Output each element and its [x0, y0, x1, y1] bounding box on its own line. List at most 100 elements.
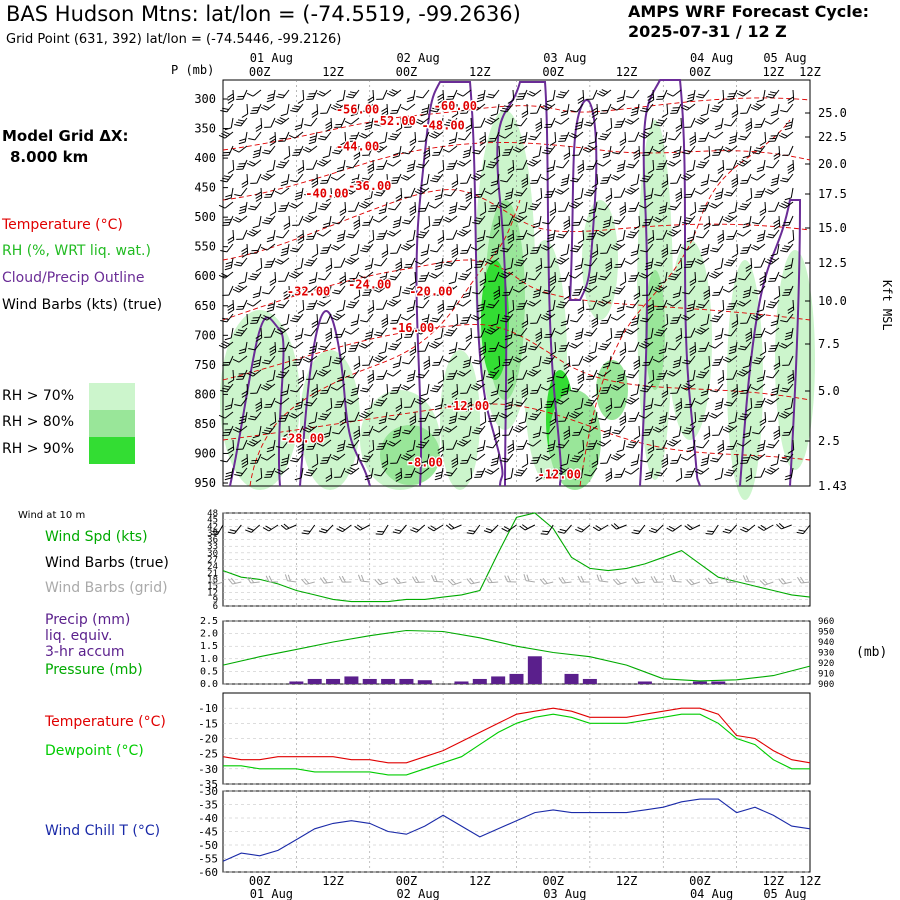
wind-barb-508 — [472, 145, 486, 155]
pressure-tick-label: 400 — [194, 151, 216, 165]
wind-barb-667 — [549, 411, 557, 426]
wind-barb-1135 — [787, 299, 795, 314]
wind-barb-565 — [507, 159, 515, 174]
wind-barb-4 — [222, 145, 234, 156]
wind-barb-710 — [577, 229, 585, 244]
wind-barb-286 — [360, 173, 374, 183]
wind-barb-217 — [320, 383, 332, 394]
wind-barb-895 — [654, 467, 668, 477]
wind-barb-431 — [430, 243, 444, 253]
wind-barb-31 — [238, 131, 248, 145]
wind-barb-657 — [549, 271, 557, 286]
wind-barb-472 — [442, 425, 458, 433]
forecast-cycle-value: 2025-07-31 / 12 Z — [628, 22, 787, 41]
wind-barb-1031 — [728, 411, 738, 425]
wind-barb-46 — [238, 341, 248, 355]
wind-barb-642 — [530, 453, 542, 464]
wind-barb-955 — [698, 131, 710, 142]
wind-barb-145 — [297, 159, 305, 174]
wind-barb-1055 — [742, 355, 752, 369]
wind-barb-1064 — [756, 89, 766, 103]
wind-barb-626 — [526, 229, 542, 237]
wind-barb-242 — [339, 341, 347, 356]
wind-barb-880 — [654, 257, 668, 267]
wind-barb-419 — [414, 467, 430, 475]
wind-barb-577 — [504, 327, 514, 341]
wind-barb-814 — [624, 117, 640, 125]
wind-barb-203 — [325, 187, 333, 202]
wind-barb-985 — [717, 159, 725, 174]
wind-barb-272 — [346, 369, 360, 379]
wind-barb-705 — [577, 159, 585, 174]
wind-barb-1036 — [736, 89, 752, 97]
temperature-contour-label: -24.00 — [348, 278, 391, 292]
wind-barb-374 — [406, 229, 416, 243]
precip-bar-13 — [564, 673, 579, 684]
wind-barb-12 — [224, 257, 234, 271]
wind-barb-249 — [336, 439, 346, 453]
windchill-tick-label: -60 — [198, 866, 218, 879]
wind-barb-696 — [563, 425, 571, 440]
wind-barb-660 — [540, 313, 556, 321]
pressure-tick-label: 900 — [818, 680, 834, 690]
wind-barb-494 — [458, 341, 472, 351]
wind-barb-956 — [703, 145, 711, 160]
wind-barb-790 — [610, 173, 626, 181]
wind-barb-605 — [514, 327, 528, 337]
wind-barb-271 — [353, 355, 361, 370]
wind-barb-869 — [661, 103, 669, 118]
top-date-label: 05 Aug — [763, 51, 806, 65]
wind-barb-421 — [430, 103, 444, 113]
bottom-hour-label: 12Z — [616, 874, 638, 888]
wind-barb-427 — [434, 187, 444, 201]
wind-barb-877 — [652, 215, 668, 223]
wind-barb-399 — [414, 187, 430, 195]
wind-barb-1063 — [745, 467, 753, 482]
wind-barb-576 — [500, 313, 514, 323]
wind-barb-517 — [479, 271, 487, 286]
wind-barb-51 — [238, 411, 248, 425]
wind-barb-764 — [598, 201, 612, 211]
wind-barb-52 — [232, 425, 248, 433]
wind-barb-661 — [544, 327, 556, 338]
wind-barb-663 — [542, 355, 556, 365]
wind-barb-184 — [311, 313, 319, 328]
wind-barb-59 — [248, 131, 262, 141]
wind-barb-205 — [322, 215, 332, 229]
wind-barb-990 — [717, 229, 725, 244]
wind-barb-941 — [684, 327, 696, 338]
wind-barb-329 — [381, 383, 389, 398]
wind-barb-837 — [626, 439, 640, 449]
legend-rh90-label: RH > 90% — [2, 441, 75, 457]
wind-barb-107 — [269, 411, 277, 426]
wind-barb-9 — [222, 215, 234, 226]
wind-barb-116 — [283, 145, 291, 160]
wind-barb-424 — [432, 145, 444, 156]
wind-barb-grid-30 — [759, 579, 774, 586]
windchill-label: Wind Chill T (°C) — [45, 823, 161, 839]
wind-barb-964 — [694, 257, 710, 265]
wind-barb-579 — [502, 355, 514, 366]
wind-barb-487 — [460, 243, 472, 254]
top-hour-label: 12Z — [799, 65, 821, 79]
wind-barb-453 — [446, 159, 458, 170]
wind-barb-1073 — [752, 215, 766, 225]
wind-barb-797 — [619, 271, 627, 286]
wind-barb-1015 — [724, 187, 738, 197]
wind-barb-269 — [344, 327, 360, 335]
wind-barb-683 — [560, 243, 570, 257]
wind-barb-1059 — [738, 411, 752, 421]
temperature-contour-label: -48.00 — [421, 119, 464, 133]
wind-barb-361 — [386, 439, 402, 447]
wind-barb-259 — [344, 187, 360, 195]
wind-barb-113 — [280, 103, 290, 117]
wind-barb-933 — [682, 215, 696, 225]
wind-barb-721 — [570, 383, 584, 393]
wind-barb-346 — [386, 229, 402, 237]
kft-tick-label: 15.0 — [818, 221, 847, 235]
wind-barb-248 — [332, 425, 346, 435]
wind-barb-813 — [630, 103, 640, 117]
wind-barb-756 — [596, 89, 612, 97]
wind-barb-597 — [512, 215, 528, 223]
